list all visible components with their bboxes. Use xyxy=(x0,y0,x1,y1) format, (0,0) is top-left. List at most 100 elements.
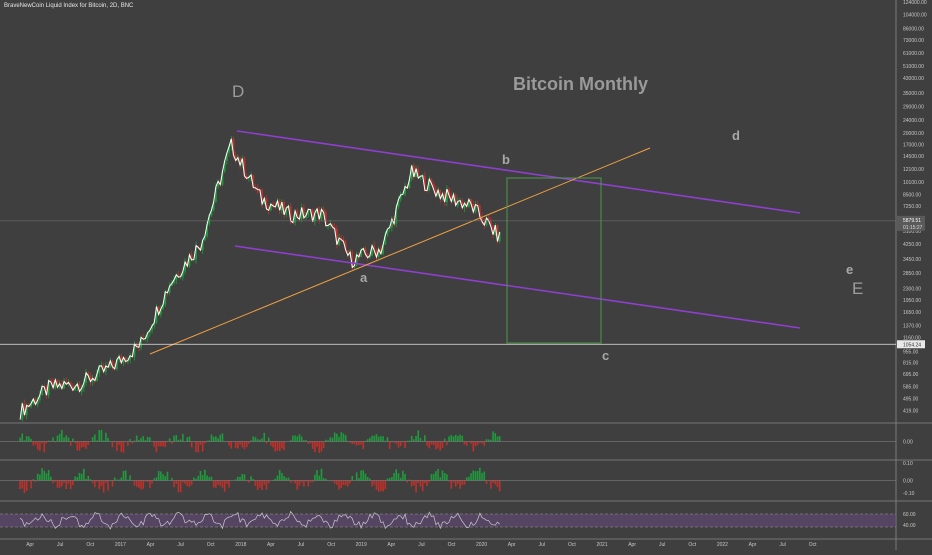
oscillator-bar xyxy=(296,481,298,490)
macd-histogram-bar xyxy=(202,442,204,452)
macd-histogram-bar xyxy=(116,442,118,451)
macd-histogram-bar xyxy=(46,442,48,444)
oscillator-bar xyxy=(79,473,81,481)
oscillator-bar xyxy=(228,481,230,488)
macd-histogram-bar xyxy=(472,442,474,452)
oscillator-bar xyxy=(160,471,162,480)
oscillator-bar xyxy=(162,474,164,480)
macd-histogram-bar xyxy=(63,437,65,441)
oscillator-bar xyxy=(347,481,349,487)
oscillator-bar xyxy=(435,471,437,480)
price-tick-label: 2850.00 xyxy=(903,271,921,277)
price-tick-label: 29000.00 xyxy=(903,104,924,110)
macd-histogram-bar xyxy=(274,442,276,452)
oscillator-bar xyxy=(404,474,406,481)
macd-histogram-bar xyxy=(266,442,268,444)
oscillator-bar xyxy=(283,476,285,480)
price-tick-label: 35000.00 xyxy=(903,91,924,97)
oscillator-bar xyxy=(87,476,89,481)
macd-histogram-bar xyxy=(76,442,78,451)
macd-histogram-bar xyxy=(41,442,43,444)
chart-overlay-title: Bitcoin Monthly xyxy=(513,74,648,95)
oscillator-bar xyxy=(250,476,252,480)
oscillator-bar xyxy=(299,481,301,486)
oscillator-bar xyxy=(123,471,125,481)
macd-histogram-bar xyxy=(79,442,81,451)
wave-label-E: E xyxy=(852,279,863,299)
oscillator-bar xyxy=(105,481,107,484)
oscillator-bar xyxy=(70,481,72,489)
macd-histogram-bar xyxy=(446,442,448,446)
macd-histogram-bar xyxy=(228,442,230,446)
macd-histogram-bar xyxy=(369,438,371,442)
oscillator-bar xyxy=(138,481,140,488)
symbol-title: BraveNewCoin Liquid Index for Bitcoin, 2… xyxy=(4,3,133,9)
oscillator-bar xyxy=(428,481,430,483)
oscillator-bar xyxy=(470,473,472,480)
oscillator-bar xyxy=(173,481,175,488)
oscillator-bar xyxy=(136,481,138,487)
oscillator-bar xyxy=(439,477,441,480)
time-tick-label: 2017 xyxy=(115,542,126,548)
time-tick-label: Oct xyxy=(688,542,696,548)
oscillator-bar xyxy=(367,477,369,480)
time-tick-label: Jul xyxy=(659,542,665,548)
macd-histogram-bar xyxy=(57,436,59,442)
oscillator-bar xyxy=(325,479,327,481)
time-tick-label: Oct xyxy=(568,542,576,548)
oscillator-bar xyxy=(268,481,270,484)
macd-histogram-bar xyxy=(464,442,466,445)
oscillator-bar xyxy=(321,469,323,481)
time-tick-label: 2021 xyxy=(596,542,607,548)
oscillator-bar xyxy=(426,481,428,487)
macd-histogram-bar xyxy=(453,436,455,441)
macd-histogram-bar xyxy=(65,435,67,441)
rsi-axis-label: 60.00 xyxy=(903,512,916,518)
oscillator-bar xyxy=(215,481,217,488)
oscillator-bar xyxy=(125,470,127,480)
oscillator-bar xyxy=(411,481,413,487)
oscillator-bar xyxy=(413,481,415,486)
macd-histogram-bar xyxy=(213,437,215,442)
macd-histogram-bar xyxy=(307,442,309,444)
oscillator-bar xyxy=(351,476,353,481)
time-tick-label: Jul xyxy=(539,542,545,548)
oscillator-bar xyxy=(422,481,424,492)
price-tick-label: 124000.00 xyxy=(903,0,927,6)
oscillator-bar xyxy=(288,478,290,481)
oscillator-bar xyxy=(318,476,320,481)
macd-histogram-bar xyxy=(39,442,41,451)
price-tick-label: 8500.00 xyxy=(903,192,921,198)
macd-histogram-bar xyxy=(415,436,417,442)
price-tick-label: 61000.00 xyxy=(903,51,924,57)
macd-histogram-bar xyxy=(107,438,109,442)
oscillator-bar xyxy=(224,481,226,492)
price-tick-label: 4250.00 xyxy=(903,242,921,248)
oscillator-bar xyxy=(290,481,292,483)
macd-histogram-bar xyxy=(376,434,378,441)
oscillator-bar xyxy=(193,477,195,480)
macd-histogram-bar xyxy=(292,436,294,442)
oscillator-bar xyxy=(83,469,85,481)
macd-histogram-bar xyxy=(230,442,232,449)
oscillator-bar xyxy=(175,481,177,484)
oscillator-bar xyxy=(336,481,338,486)
oscillator-bar xyxy=(356,472,358,480)
price-tick-label: 14500.00 xyxy=(903,154,924,160)
oscillator-bar xyxy=(158,471,160,481)
time-tick-label: Oct xyxy=(327,542,335,548)
price-tick-label: 12100.00 xyxy=(903,167,924,173)
oscillator-bar xyxy=(50,477,52,481)
oscillator-bar xyxy=(393,473,395,480)
oscillator-bar xyxy=(61,481,63,487)
macd-histogram-bar xyxy=(499,436,501,441)
macd-histogram-bar xyxy=(156,442,158,453)
oscillator-bar xyxy=(338,481,340,490)
macd-histogram-bar xyxy=(314,442,316,453)
macd-histogram-bar xyxy=(336,434,338,442)
macd-histogram-bar xyxy=(105,433,107,442)
macd-histogram-bar xyxy=(101,430,103,442)
oscillator-bar xyxy=(65,481,67,490)
